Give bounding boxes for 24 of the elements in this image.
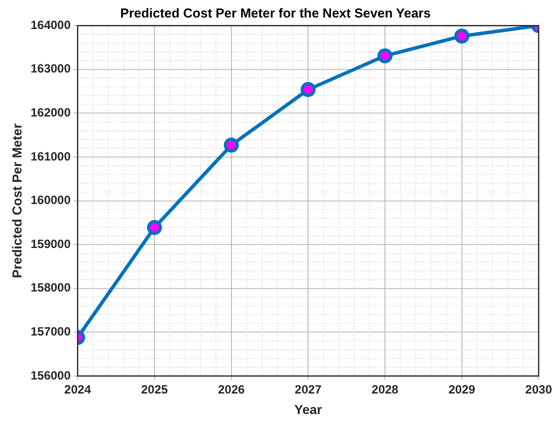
x-tick-label: 2027 [294,382,322,397]
x-tick-label: 2025 [141,382,168,397]
point [377,48,392,64]
point [224,138,239,153]
point [300,82,316,98]
x-axis-title: Year [294,402,322,417]
x-tick-label: 2029 [448,382,476,397]
y-tick-label: 161000 [30,149,71,164]
point [146,220,162,236]
x-tick-label: 2024 [64,382,92,397]
y-tick-label: 159000 [30,236,71,251]
y-tick-label: 157000 [30,324,71,339]
y-tick-label: 156000 [30,368,71,382]
y-axis-title: Predicted Cost Per Meter [9,123,24,278]
x-tick-label: 2026 [218,382,245,397]
chart-title: Predicted Cost Per Meter for the Next Seven Years [120,5,431,20]
point [454,28,470,44]
x-tick-label: 2030 [525,382,552,397]
y-tick-label: 158000 [30,280,71,295]
y-tick-label: 162000 [30,106,71,120]
x-tick-label: 2028 [372,382,399,397]
y-tick-label: 164000 [30,18,71,32]
y-tick-label: 160000 [30,193,71,208]
y-tick-label: 163000 [30,62,71,76]
